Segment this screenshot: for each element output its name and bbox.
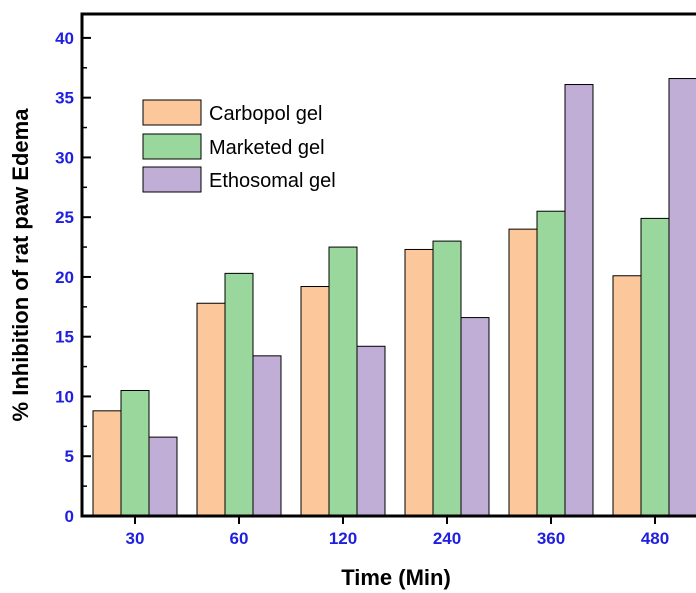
y-tick-label-20: 20 [55,268,74,287]
bar-marketed-gel-240 [432,240,462,517]
plot-frame [80,12,696,518]
bar-carbopol-gel-30 [92,410,122,517]
legend-label-marketed: Marketed gel [209,137,325,159]
y-tick-label-0: 0 [65,507,74,526]
legend: Carbopol gel Marketed gel Ethosomal gel [142,99,336,193]
bar-marketed-gel-120 [328,246,358,517]
bar-marketed-gel-30 [120,390,150,517]
legend-swatch-ethosomal [142,166,202,193]
bar-carbopol-gel-480 [612,275,642,517]
legend-swatch-marketed [142,133,202,160]
bar-marketed-gel-480 [640,217,670,517]
bars-layer [92,78,696,517]
x-axis: 30 60 120 240 360 480 [126,516,669,548]
bar-ethosomal-gel-360 [564,84,594,517]
y-tick-label-10: 10 [55,387,74,406]
x-tick-label-360: 360 [537,529,565,548]
bar-carbopol-gel-240 [404,248,434,517]
bar-ethosomal-gel-60 [252,355,282,517]
y-tick-label-5: 5 [65,447,74,466]
x-axis-title: Time (Min) [341,565,451,590]
y-axis: 0 5 10 15 20 25 30 35 40 [55,29,91,526]
legend-swatch-carbopol [142,99,202,126]
bar-ethosomal-gel-480 [668,78,696,517]
y-tick-label-40: 40 [55,29,74,48]
x-tick-label-60: 60 [230,529,249,548]
bar-ethosomal-gel-120 [356,345,386,517]
y-axis-title: % Inhibition of rat paw Edema [8,108,33,422]
bar-marketed-gel-60 [224,272,254,517]
bar-ethosomal-gel-30 [148,436,178,517]
bar-ethosomal-gel-240 [460,317,490,517]
bar-carbopol-gel-60 [196,302,226,517]
y-tick-label-35: 35 [55,89,74,108]
y-tick-label-25: 25 [55,208,74,227]
x-tick-label-30: 30 [126,529,145,548]
bar-carbopol-gel-360 [508,228,538,517]
y-tick-label-15: 15 [55,328,74,347]
bar-marketed-gel-360 [536,210,566,517]
x-tick-label-120: 120 [329,529,357,548]
axes-layer [80,12,696,518]
bar-carbopol-gel-120 [300,286,330,517]
y-tick-label-30: 30 [55,148,74,167]
legend-label-ethosomal: Ethosomal gel [209,170,336,192]
x-tick-label-240: 240 [433,529,461,548]
x-tick-label-480: 480 [641,529,669,548]
legend-label-carbopol: Carbopol gel [209,103,322,125]
